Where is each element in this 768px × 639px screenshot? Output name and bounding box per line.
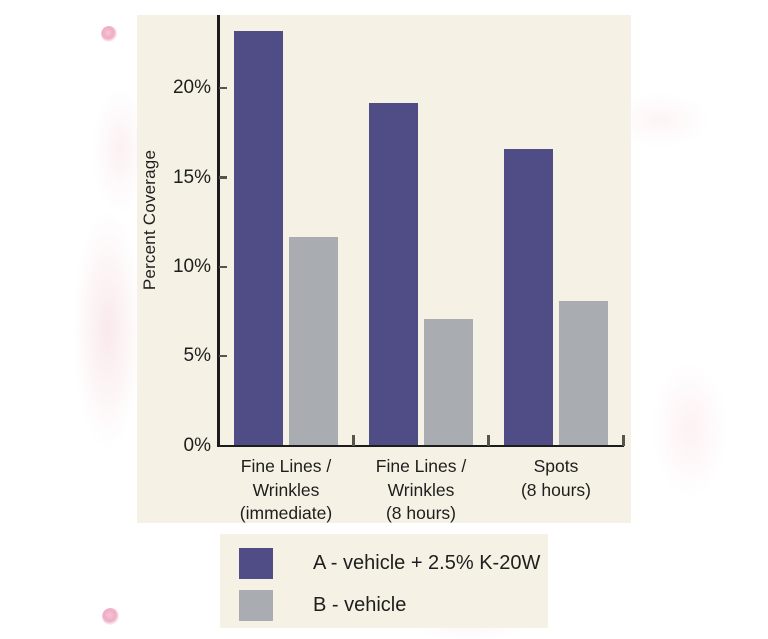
y-tick-label: 5% [183, 345, 211, 367]
y-tick-label: 10% [172, 255, 211, 277]
y-axis-line [217, 15, 220, 447]
x-axis-tick [352, 434, 355, 446]
bar-chart-panel: Percent Coverage 0% 5% 10% 15% 20% Fine Lines… [137, 15, 631, 523]
bar-series-a-category-1 [369, 102, 418, 446]
y-axis-tick [219, 354, 227, 358]
bar-series-b-category-1 [424, 318, 473, 446]
legend-swatch-series-a [239, 548, 273, 579]
x-category-label: Fine Lines / Wrinkles (8 hours) [375, 456, 467, 523]
bar-series-a-category-2 [504, 148, 553, 446]
y-tick-label: 20% [172, 77, 211, 99]
legend-row-series-a: A - vehicle + 2.5% K-20W [239, 548, 540, 579]
legend-swatch-series-b [239, 590, 273, 621]
legend-row-series-b: B - vehicle [239, 590, 406, 621]
bar-series-b-category-0 [289, 236, 338, 446]
x-axis-line [217, 444, 624, 447]
bar-series-a-category-0 [234, 31, 283, 446]
legend-label-series-a: A - vehicle + 2.5% K-20W [313, 552, 541, 574]
pink-dot-decoration-top [101, 26, 117, 42]
pink-dot-decoration-bottom [102, 608, 119, 625]
y-tick-label: 15% [172, 166, 211, 188]
chart-legend: A - vehicle + 2.5% K-20W B - vehicle [220, 534, 548, 628]
y-tick-label: 0% [183, 434, 211, 456]
y-axis-tick [219, 176, 227, 179]
bar-series-b-category-2 [559, 300, 608, 446]
x-category-label: Fine Lines / Wrinkles (immediate) [239, 456, 333, 523]
y-axis-tick [219, 86, 227, 90]
x-axis-tick [622, 434, 625, 446]
x-category-label: Spots (8 hours) [520, 456, 592, 500]
legend-label-series-b: B - vehicle [313, 594, 407, 616]
x-axis-tick [487, 434, 490, 446]
y-axis-tick [219, 265, 227, 269]
